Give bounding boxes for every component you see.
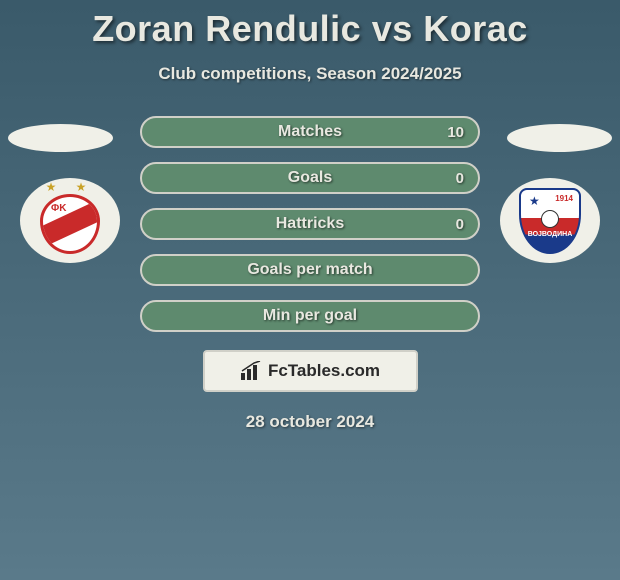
vojvodina-crest-icon: ★ 1914 ВОЈВОДИНА <box>515 186 585 256</box>
stat-row-goals: Goals 0 <box>140 162 480 194</box>
page-title: Zoran Rendulic vs Korac <box>0 0 620 50</box>
stat-value-right: 10 <box>447 124 464 141</box>
stat-row-hattricks: Hattricks 0 <box>140 208 480 240</box>
crvena-zvezda-crest-icon: ★ ★ ΦK <box>35 186 105 256</box>
subtitle: Club competitions, Season 2024/2025 <box>0 64 620 84</box>
stat-label: Min per goal <box>263 307 357 325</box>
chart-icon <box>240 361 262 381</box>
player-photo-right <box>507 124 612 152</box>
stat-label: Goals per match <box>247 261 372 279</box>
brand-text: FcTables.com <box>268 361 380 381</box>
stat-row-matches: Matches 10 <box>140 116 480 148</box>
stat-row-min-per-goal: Min per goal <box>140 300 480 332</box>
date-text: 28 october 2024 <box>0 412 620 432</box>
stat-row-goals-per-match: Goals per match <box>140 254 480 286</box>
stat-label: Hattricks <box>276 215 344 233</box>
stat-label: Matches <box>278 123 342 141</box>
stat-label: Goals <box>288 169 332 187</box>
club-badge-left: ★ ★ ΦK <box>20 178 120 263</box>
stat-value-right: 0 <box>456 170 464 187</box>
club-badge-right: ★ 1914 ВОЈВОДИНА <box>500 178 600 263</box>
player-photo-left <box>8 124 113 152</box>
brand-box: FcTables.com <box>203 350 418 392</box>
stat-value-right: 0 <box>456 216 464 233</box>
